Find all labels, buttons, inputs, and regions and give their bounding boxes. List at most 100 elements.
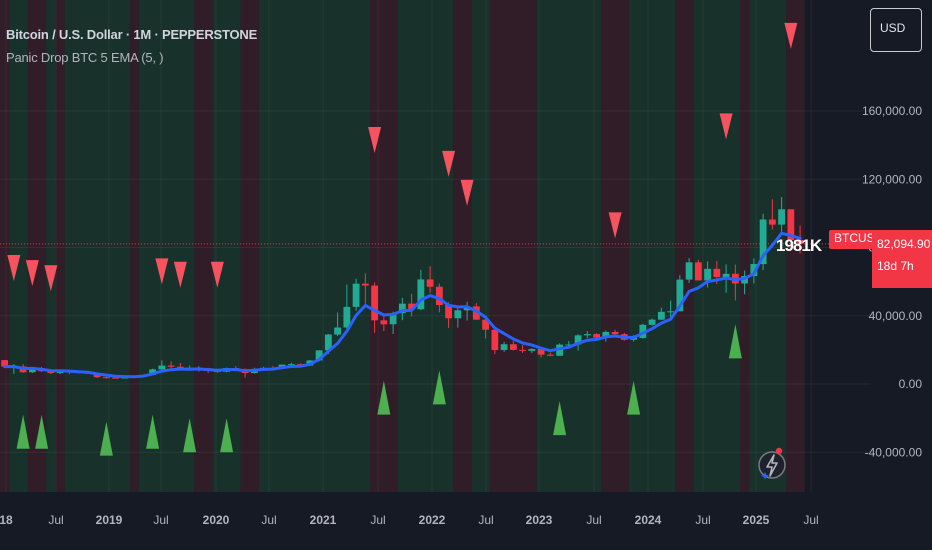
candle-body xyxy=(583,334,591,336)
band-bullish xyxy=(749,0,787,492)
candle-body xyxy=(546,354,554,356)
buy-signal-marker xyxy=(553,401,567,436)
candle-body xyxy=(722,273,730,278)
candle-body xyxy=(435,286,443,306)
symbol-title[interactable]: Bitcoin / U.S. Dollar · 1M · PEPPERSTONE xyxy=(6,27,258,42)
x-tick-label: Jul xyxy=(370,513,385,527)
candle-body xyxy=(426,279,434,287)
candle-body xyxy=(176,366,184,368)
band-bearish xyxy=(194,0,213,492)
band-bullish xyxy=(9,0,28,492)
candle-body xyxy=(593,334,600,338)
candle-body xyxy=(602,331,610,338)
candle-body xyxy=(482,319,489,330)
candle-body xyxy=(519,349,526,351)
candle-body xyxy=(352,283,360,307)
band-bearish xyxy=(0,0,10,492)
candle-body xyxy=(361,283,369,286)
candle-body xyxy=(509,344,517,350)
band-bullish xyxy=(46,0,56,492)
candle-body xyxy=(47,371,55,374)
candle-body xyxy=(574,335,582,345)
buy-signal-marker xyxy=(432,370,446,405)
buy-signal-marker xyxy=(728,324,742,359)
band-bearish xyxy=(27,0,47,492)
sell-signal-marker xyxy=(442,150,456,177)
sell-signal-marker xyxy=(44,265,58,292)
candle-body xyxy=(704,268,711,281)
candle-body xyxy=(768,219,776,225)
candle-body xyxy=(158,365,166,370)
candle-body xyxy=(491,329,499,351)
buy-signal-marker xyxy=(220,418,234,453)
x-tick-label: Jul xyxy=(261,513,276,527)
candle-body xyxy=(343,306,351,328)
ema-line xyxy=(3,231,802,379)
sell-signal-marker xyxy=(25,260,39,287)
buy-signal-marker xyxy=(377,380,391,415)
currency-button[interactable]: USD xyxy=(870,8,922,52)
buy-signal-marker xyxy=(16,414,30,449)
band-bearish xyxy=(490,0,537,492)
sell-signal-marker xyxy=(608,212,622,239)
candle-body xyxy=(408,303,415,310)
x-tick-label: 2019 xyxy=(96,513,123,527)
sell-signal-marker xyxy=(210,261,224,288)
candle-body xyxy=(371,285,378,321)
x-tick-label: Jul xyxy=(48,513,63,527)
band-bearish xyxy=(453,0,472,492)
candle-body xyxy=(611,331,619,335)
candle-body xyxy=(389,313,397,325)
x-tick-label: Jul xyxy=(153,513,168,527)
band-bearish xyxy=(675,0,694,492)
candle-body xyxy=(750,264,758,276)
x-tick-label: Jul xyxy=(586,513,601,527)
candle-body xyxy=(667,311,674,313)
band-bullish xyxy=(64,0,130,492)
candle-body xyxy=(528,349,536,351)
candle-body xyxy=(167,365,175,367)
candle-body xyxy=(380,320,388,325)
candle-body xyxy=(417,279,425,310)
band-bearish xyxy=(129,0,139,492)
candle-body xyxy=(102,377,110,379)
band-bearish xyxy=(739,0,750,492)
y-tick-label: 120,000.00 xyxy=(862,172,922,186)
band-bullish xyxy=(258,0,370,492)
candle-body xyxy=(324,334,332,351)
band-bullish xyxy=(212,0,241,492)
candle-body xyxy=(676,279,684,312)
buy-signal-marker xyxy=(627,380,641,415)
candle-body xyxy=(694,262,702,281)
candle-body xyxy=(445,305,452,319)
last-price-box: 82,094.90 18d 7h xyxy=(872,230,932,288)
band-bullish xyxy=(397,0,454,492)
candle-body xyxy=(537,349,545,355)
candle-body xyxy=(112,377,119,379)
candle-body xyxy=(315,350,323,361)
candle-body xyxy=(565,344,573,346)
x-tick-label: 18 xyxy=(0,513,13,527)
candle-body xyxy=(778,209,785,225)
bar-countdown: 18d 7h xyxy=(877,259,914,273)
candle-body xyxy=(454,310,462,319)
buy-signal-marker xyxy=(146,414,160,449)
indicator-title[interactable]: Panic Drop BTC 5 EMA (5, ) xyxy=(6,50,164,65)
band-bullish xyxy=(536,0,602,492)
last-price-value: 82,094.90 xyxy=(877,237,931,251)
band-bullish xyxy=(628,0,676,492)
sell-signal-marker xyxy=(460,179,474,206)
flash-icon[interactable] xyxy=(758,443,786,483)
candle-body xyxy=(713,268,721,278)
band-bearish xyxy=(786,0,805,492)
x-tick-label: Jul xyxy=(478,513,493,527)
y-tick-label: -40,000.00 xyxy=(865,445,923,459)
time-axis[interactable] xyxy=(0,492,870,550)
sell-signal-marker xyxy=(7,254,21,281)
y-tick-label: 160,000.00 xyxy=(862,104,922,118)
sell-signal-marker xyxy=(368,127,382,154)
overlapping-price-labels: 1981K xyxy=(776,236,822,255)
candle-body xyxy=(639,324,647,338)
x-tick-label: 2020 xyxy=(203,513,230,527)
